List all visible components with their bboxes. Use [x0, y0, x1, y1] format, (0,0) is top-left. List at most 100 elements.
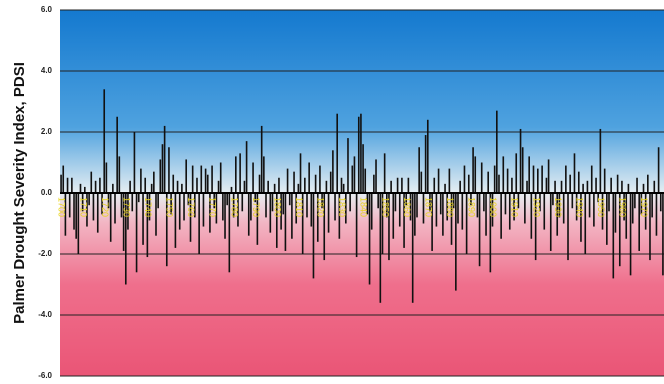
bar	[455, 193, 457, 291]
bar	[131, 193, 134, 212]
bar	[513, 193, 515, 221]
bar	[77, 193, 80, 254]
bar	[280, 193, 282, 230]
bar	[247, 193, 250, 236]
bar	[187, 193, 190, 206]
bar	[64, 193, 67, 236]
x-tick-label: 1910	[510, 197, 520, 217]
bar	[88, 193, 90, 206]
bar	[571, 193, 574, 209]
bar	[321, 193, 323, 209]
bar	[267, 180, 269, 193]
bar	[332, 150, 334, 193]
y-tick-label: -4.0	[38, 310, 52, 319]
bar	[129, 180, 131, 193]
bar	[392, 193, 395, 239]
bar	[472, 147, 474, 193]
x-tick-label: 1790	[251, 197, 261, 217]
bar	[66, 177, 69, 193]
bar	[487, 171, 490, 193]
bar	[446, 193, 449, 221]
bar	[204, 168, 207, 193]
bar	[135, 193, 138, 273]
bar	[73, 193, 75, 230]
bar	[426, 119, 429, 193]
bar	[640, 193, 643, 215]
x-tick-label: 1710	[78, 197, 88, 217]
bar	[582, 183, 584, 193]
x-tick-label: 1950	[596, 197, 606, 217]
bar	[461, 193, 464, 230]
bar	[319, 165, 321, 193]
bar	[662, 193, 664, 276]
bar	[418, 147, 420, 193]
bar	[612, 193, 615, 279]
bar	[621, 180, 623, 193]
bar	[610, 177, 612, 193]
bar	[528, 156, 530, 193]
bar	[329, 171, 332, 193]
bar	[340, 177, 343, 193]
bar	[133, 132, 136, 193]
bar	[155, 193, 157, 236]
bar	[202, 193, 205, 227]
bar	[347, 138, 349, 193]
bar	[176, 180, 179, 193]
bar	[614, 193, 617, 233]
bar	[521, 147, 524, 193]
x-tick-label: 1810	[294, 197, 304, 217]
bar	[198, 193, 200, 254]
bar	[552, 193, 554, 206]
bar	[79, 183, 82, 193]
bar	[448, 168, 451, 193]
bar	[476, 193, 479, 218]
bar	[282, 193, 285, 215]
bar	[517, 193, 520, 209]
bar	[349, 193, 351, 212]
bar	[416, 193, 418, 218]
bar	[467, 174, 470, 193]
bar	[463, 165, 466, 193]
bar	[560, 180, 563, 193]
bar	[599, 128, 602, 193]
x-tick-label: 1830	[337, 197, 347, 217]
bar	[172, 174, 175, 193]
bar	[304, 177, 306, 193]
y-axis-title: Palmer Drought Severity Index, PDSI	[11, 62, 28, 324]
bar	[498, 174, 500, 193]
bar	[450, 193, 453, 245]
bar	[206, 174, 209, 193]
bar	[366, 193, 369, 215]
bar	[288, 193, 291, 206]
bar	[368, 193, 371, 285]
bar	[308, 162, 310, 193]
bar	[109, 193, 112, 242]
bar	[519, 128, 522, 193]
bar	[314, 174, 317, 193]
bar	[597, 193, 600, 203]
bar	[433, 177, 436, 193]
bar	[295, 193, 298, 224]
bar	[439, 193, 442, 215]
bar	[310, 193, 313, 227]
bar	[657, 147, 660, 193]
bar	[146, 193, 149, 258]
bar	[375, 159, 377, 193]
bar	[394, 193, 397, 212]
bar	[590, 165, 593, 193]
bar	[92, 193, 95, 221]
bar	[360, 113, 362, 193]
bar	[112, 183, 114, 193]
bar	[237, 193, 239, 227]
bar	[165, 193, 168, 267]
bar	[429, 193, 431, 212]
bar	[357, 116, 360, 193]
bar	[539, 193, 541, 212]
bar	[353, 156, 356, 193]
bar	[157, 193, 159, 209]
bar	[627, 183, 630, 193]
bar	[457, 193, 459, 224]
bar	[435, 193, 438, 227]
bar	[232, 193, 235, 218]
bar	[608, 193, 610, 212]
